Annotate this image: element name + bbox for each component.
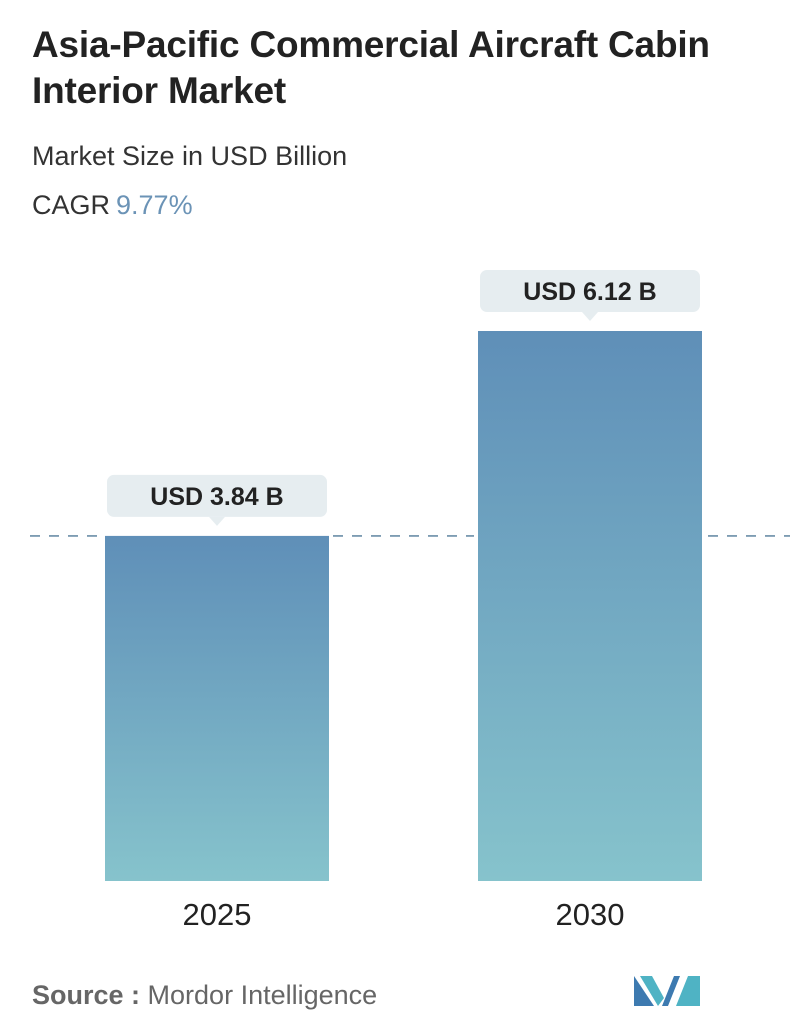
data-label-pointer xyxy=(582,312,598,321)
x-tick-label-2025: 2025 xyxy=(183,897,252,932)
source-line: Source : Mordor Intelligence xyxy=(32,978,377,1012)
bar-2025 xyxy=(105,535,329,881)
data-label-bubble xyxy=(480,270,700,312)
chart-title: Asia-Pacific Commercial Aircraft Cabin I… xyxy=(32,24,710,111)
data-label-text: USD 3.84 B xyxy=(150,483,283,511)
source-label: Source : xyxy=(32,980,141,1010)
cagr-value: 9.77% xyxy=(116,190,193,220)
bar-2030 xyxy=(478,331,702,881)
cagr-line: CAGR 9.77% xyxy=(32,188,193,222)
chart-subtitle: Market Size in USD Billion xyxy=(32,141,348,171)
data-label-text: USD 6.12 B xyxy=(523,278,656,306)
data-label-pointer xyxy=(209,516,225,526)
source-name: Mordor Intelligence xyxy=(147,980,378,1010)
data-label-bubble xyxy=(107,474,327,517)
x-tick-label-2030: 2030 xyxy=(556,897,625,932)
data-label-2030: USD 6.12 B xyxy=(480,270,700,321)
cagr-label: CAGR xyxy=(32,190,111,220)
data-label-2025: USD 3.84 B xyxy=(107,474,327,526)
mordor-intelligence-logo-icon xyxy=(634,976,700,1006)
